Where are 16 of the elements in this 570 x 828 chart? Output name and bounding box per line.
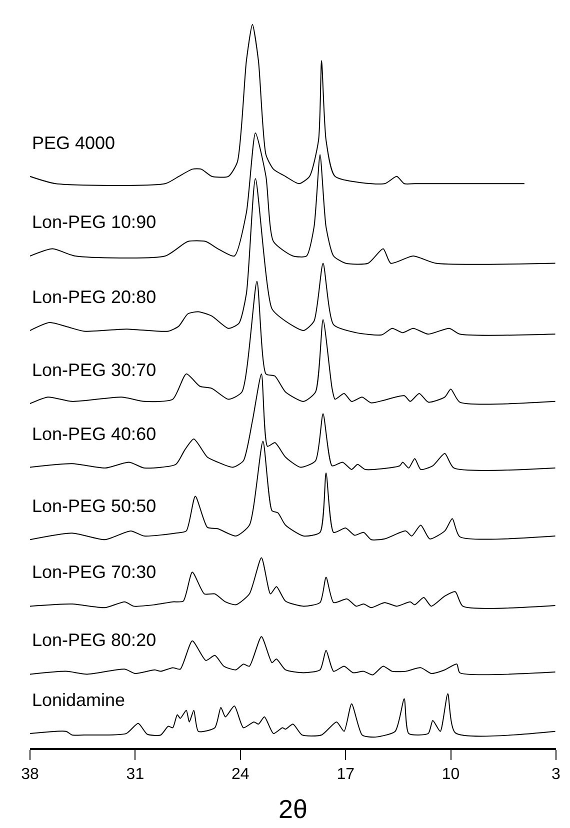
series-label: Lon-PEG 80:20: [32, 630, 156, 650]
x-tick-label: 10: [442, 766, 460, 783]
x-axis-title: 2θ: [278, 794, 308, 824]
series-label: Lon-PEG 50:50: [32, 496, 156, 516]
series-label: Lon-PEG 40:60: [32, 424, 156, 444]
series-label: PEG 4000: [32, 133, 116, 153]
x-tick-label: 3: [552, 766, 561, 783]
series-label: Lonidamine: [32, 690, 126, 710]
series-label: Lon-PEG 20:80: [32, 287, 156, 307]
x-tick-label: 17: [336, 766, 355, 783]
series-label: Lon-PEG 30:70: [32, 360, 156, 380]
series-label: Lon-PEG 70:30: [32, 562, 156, 582]
x-tick-label: 38: [21, 766, 39, 783]
series-label: Lon-PEG 10:90: [32, 212, 156, 232]
x-tick-label: 31: [126, 766, 144, 783]
x-tick-label: 24: [232, 766, 250, 783]
